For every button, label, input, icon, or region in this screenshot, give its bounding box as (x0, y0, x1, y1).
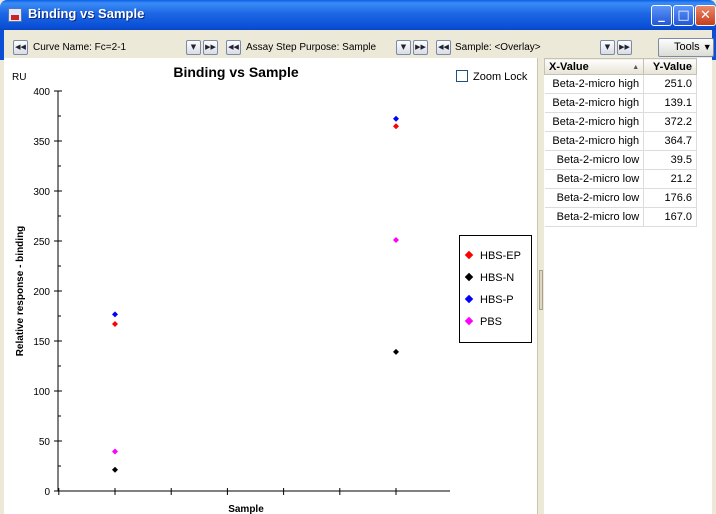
data-point (112, 466, 118, 473)
legend-item: HBS-P (464, 294, 514, 314)
y-value-cell: 39.5 (643, 150, 697, 170)
zoom-lock-label: Zoom Lock (473, 71, 528, 83)
x-value-cell: Beta-2-micro low (544, 169, 645, 189)
legend-label: HBS-EP (480, 250, 521, 262)
y-value-cell: 251.0 (643, 74, 697, 94)
app-icon (8, 8, 22, 22)
y-tick-label: 400 (33, 87, 50, 98)
assay-filter-button[interactable]: ▼ (396, 40, 411, 55)
zoom-lock-checkbox[interactable]: Zoom Lock (456, 70, 527, 83)
x-value-header[interactable]: X-Value ▲ (543, 58, 645, 75)
curve-filter-button[interactable]: ▼ (186, 40, 201, 55)
legend-item: HBS-N (464, 272, 515, 292)
y-tick-label: 50 (39, 437, 51, 448)
data-point (112, 311, 118, 318)
assay-step-label: Assay Step Purpose: Sample (246, 42, 377, 53)
y-value-cell: 372.2 (643, 112, 697, 132)
y-value-cell: 364.7 (643, 131, 697, 151)
y-axis-title: Relative response - binding (15, 226, 26, 357)
chart-title: Binding vs Sample (173, 64, 298, 80)
y-unit-label: RU (12, 72, 26, 83)
legend-marker (464, 250, 474, 260)
table-row[interactable]: Beta-2-micro high 139.1 (544, 93, 697, 113)
toolbar (0, 30, 716, 60)
window-title: Binding vs Sample (28, 6, 145, 21)
legend-item: HBS-EP (464, 250, 521, 270)
close-button[interactable]: ✕ (695, 5, 716, 26)
legend-item: PBS (464, 316, 503, 336)
table-row[interactable]: Beta-2-micro low 39.5 (544, 150, 697, 170)
chart-pane[interactable]: Binding vs Sample RU 0 50 100 150 200 250 300 350… (4, 58, 537, 514)
y-tick-label: 250 (33, 237, 50, 248)
tools-button[interactable]: Tools ▼ (658, 38, 714, 57)
data-point (393, 115, 399, 122)
y-value-cell: 167.0 (643, 207, 697, 227)
table-row[interactable]: Beta-2-micro high 251.0 (544, 74, 697, 94)
sample-label: Sample: <Overlay> (455, 42, 541, 53)
curve-name-label: Curve Name: Fc=2-1 (33, 42, 127, 53)
sample-prev-button[interactable]: ◀◀ (436, 40, 451, 55)
data-point (393, 123, 399, 130)
data-point (112, 321, 118, 327)
y-value-cell: 139.1 (643, 93, 697, 113)
chart-legend: HBS-EP HBS-N HBS-P PBS (459, 235, 532, 343)
table-row[interactable]: Beta-2-micro low 21.2 (544, 169, 697, 189)
y-tick-label: 200 (33, 287, 50, 298)
y-tick-label: 0 (44, 487, 50, 498)
x-value-cell: Beta-2-micro low (544, 188, 645, 208)
table-row[interactable]: Beta-2-micro low 176.6 (544, 188, 697, 208)
binding-chart: Binding vs Sample RU 0 50 100 150 200 250 300 350… (12, 64, 450, 514)
data-table: X-Value ▲ Y-Value Beta-2-micro high 251.0 … (543, 58, 697, 227)
legend-marker (464, 294, 474, 304)
data-table-pane: X-Value ▲ Y-Value Beta-2-micro high 251.0 … (543, 58, 712, 514)
data-point (393, 348, 399, 355)
x-value-cell: Beta-2-micro low (544, 207, 645, 227)
x-value-cell: Beta-2-micro high (544, 112, 645, 132)
y-tick-label: 150 (33, 337, 50, 348)
y-value-cell: 176.6 (643, 188, 697, 208)
x-value-cell: Beta-2-micro low (544, 150, 645, 170)
curve-prev-button[interactable]: ◀◀ (13, 40, 28, 55)
x-value-cell: Beta-2-micro high (544, 131, 645, 151)
table-row[interactable]: Beta-2-micro high 364.7 (544, 131, 697, 151)
sample-next-button[interactable]: ▶▶ (617, 40, 632, 55)
legend-marker (464, 316, 474, 326)
y-tick-label: 100 (33, 387, 50, 398)
title-bar: Binding vs Sample _ □ ✕ (0, 0, 716, 30)
legend-marker (464, 272, 474, 282)
y-tick-label: 350 (33, 137, 50, 148)
data-point (393, 237, 399, 243)
y-tick-label: 300 (33, 187, 50, 198)
x-value-cell: Beta-2-micro high (544, 93, 645, 113)
splitter-grip[interactable] (539, 270, 543, 310)
legend-label: HBS-N (480, 272, 515, 284)
table-row[interactable]: Beta-2-micro low 167.0 (544, 207, 697, 227)
sort-ascending-icon: ▲ (632, 63, 640, 71)
sample-filter-button[interactable]: ▼ (600, 40, 615, 55)
table-row[interactable]: Beta-2-micro high 372.2 (544, 112, 697, 132)
tools-dropdown-icon: ▼ (702, 42, 712, 52)
legend-label: PBS (480, 316, 503, 328)
assay-prev-button[interactable]: ◀◀ (226, 40, 241, 55)
tools-label: Tools (674, 41, 700, 53)
minimize-button[interactable]: _ (651, 5, 672, 26)
maximize-button[interactable]: □ (673, 5, 694, 26)
legend-label: HBS-P (480, 294, 514, 306)
data-point (112, 448, 118, 455)
y-value-cell: 21.2 (643, 169, 697, 189)
zoom-lock-box[interactable] (456, 70, 468, 82)
x-axis-title: Sample (228, 504, 264, 514)
y-value-header[interactable]: Y-Value (643, 58, 697, 75)
x-value-cell: Beta-2-micro high (544, 74, 645, 94)
assay-next-button[interactable]: ▶▶ (413, 40, 428, 55)
curve-next-button[interactable]: ▶▶ (203, 40, 218, 55)
